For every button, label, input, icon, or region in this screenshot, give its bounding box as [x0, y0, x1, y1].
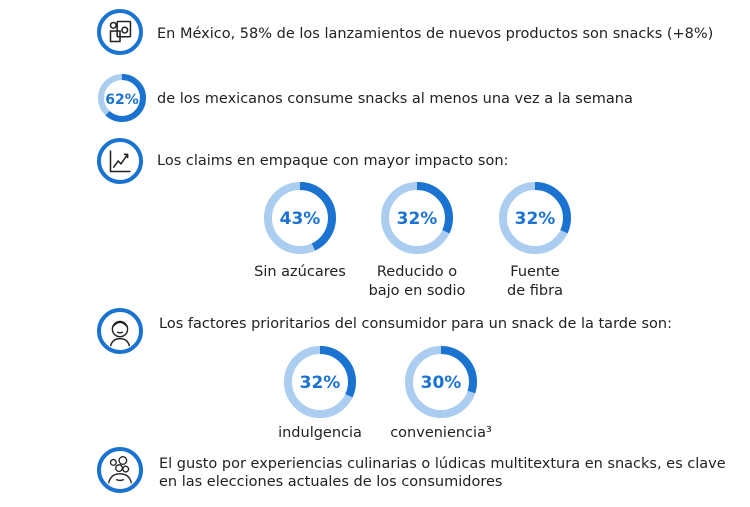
donut-value-arc: [264, 182, 336, 254]
donut-reducido-sodio: 32%: [381, 182, 453, 254]
label-line: de fibra: [507, 283, 563, 299]
row4-text: Los factores prioritarios del consumidor…: [159, 316, 673, 332]
row2-text: de los mexicanos consume snacks al menos…: [157, 91, 633, 107]
child-face-icon: [97, 308, 143, 354]
donut-percent-label: 32%: [515, 209, 556, 229]
donut-indulgencia: 32%: [284, 346, 356, 418]
label-sin-azucares: Sin azúcares: [254, 264, 346, 280]
label-line: bajo en sodio: [368, 283, 466, 299]
donut-value-arc: [98, 74, 146, 122]
growth-chart-icon: [97, 138, 143, 184]
donut-percent-label: 32%: [300, 373, 341, 393]
donut-value-arc: [499, 182, 571, 254]
row5-text-line2: en las elecciones actuales de los consum…: [159, 474, 503, 490]
donut-percent-label: 30%: [421, 373, 462, 393]
label-indulgencia: indulgencia: [278, 425, 362, 441]
donut-value-arc: [284, 346, 356, 418]
label-conveniencia: conveniencia³: [390, 425, 492, 441]
donut-percent-label: 43%: [280, 209, 321, 229]
snack-bag-icon: [97, 9, 143, 55]
row3-text: Los claims en empaque con mayor impacto …: [157, 153, 509, 169]
donut-conveniencia: 30%: [405, 346, 477, 418]
taste-experience-icon: [97, 447, 143, 493]
donut-weekly: 62%: [98, 74, 146, 122]
label-line: Fuente: [510, 264, 560, 280]
donut-percent-label: 32%: [397, 209, 438, 229]
donut-value-arc: [405, 346, 477, 418]
row1-text: En México, 58% de los lanzamientos de nu…: [157, 26, 714, 42]
label-fuente-fibra: Fuente de fibra: [475, 263, 595, 301]
donut-percent-label: 62%: [105, 92, 139, 108]
donut-fuente-fibra: 32%: [499, 182, 571, 254]
row5-text-line1: El gusto por experiencias culinarias o l…: [159, 456, 726, 472]
label-reducido-sodio: Reducido o bajo en sodio: [357, 263, 477, 301]
label-line: Reducido o: [376, 264, 458, 280]
donut-value-arc: [381, 182, 453, 254]
donut-sin-azucares: 43%: [264, 182, 336, 254]
